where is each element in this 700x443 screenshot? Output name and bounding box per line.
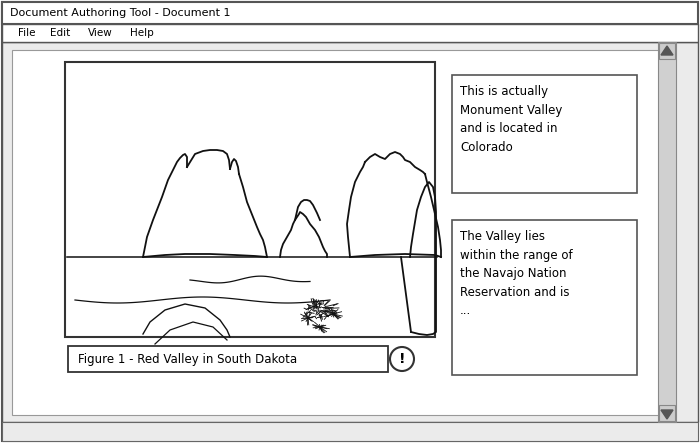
Text: The Valley lies
within the range of
the Navajo Nation
Reservation and is
...: The Valley lies within the range of the … — [460, 230, 573, 317]
Bar — [68, 346, 388, 372]
Bar — [658, 42, 676, 422]
Text: Edit: Edit — [50, 28, 70, 38]
Bar — [659, 405, 675, 421]
Bar — [452, 75, 637, 193]
Bar — [2, 24, 698, 42]
Polygon shape — [661, 410, 673, 419]
Text: View: View — [88, 28, 113, 38]
Bar — [12, 50, 670, 415]
Text: File: File — [18, 28, 36, 38]
Bar — [2, 2, 698, 24]
Text: Help: Help — [130, 28, 154, 38]
Bar — [65, 62, 435, 337]
Text: Document Authoring Tool - Document 1: Document Authoring Tool - Document 1 — [10, 8, 230, 18]
Bar — [452, 220, 637, 375]
Text: This is actually
Monument Valley
and is located in
Colorado: This is actually Monument Valley and is … — [460, 85, 562, 154]
Circle shape — [390, 347, 414, 371]
Text: !: ! — [399, 352, 405, 366]
Bar — [659, 43, 675, 59]
Polygon shape — [661, 46, 673, 55]
Text: Figure 1 - Red Valley in South Dakota: Figure 1 - Red Valley in South Dakota — [78, 353, 297, 365]
Bar — [2, 422, 698, 441]
Bar — [2, 42, 698, 422]
